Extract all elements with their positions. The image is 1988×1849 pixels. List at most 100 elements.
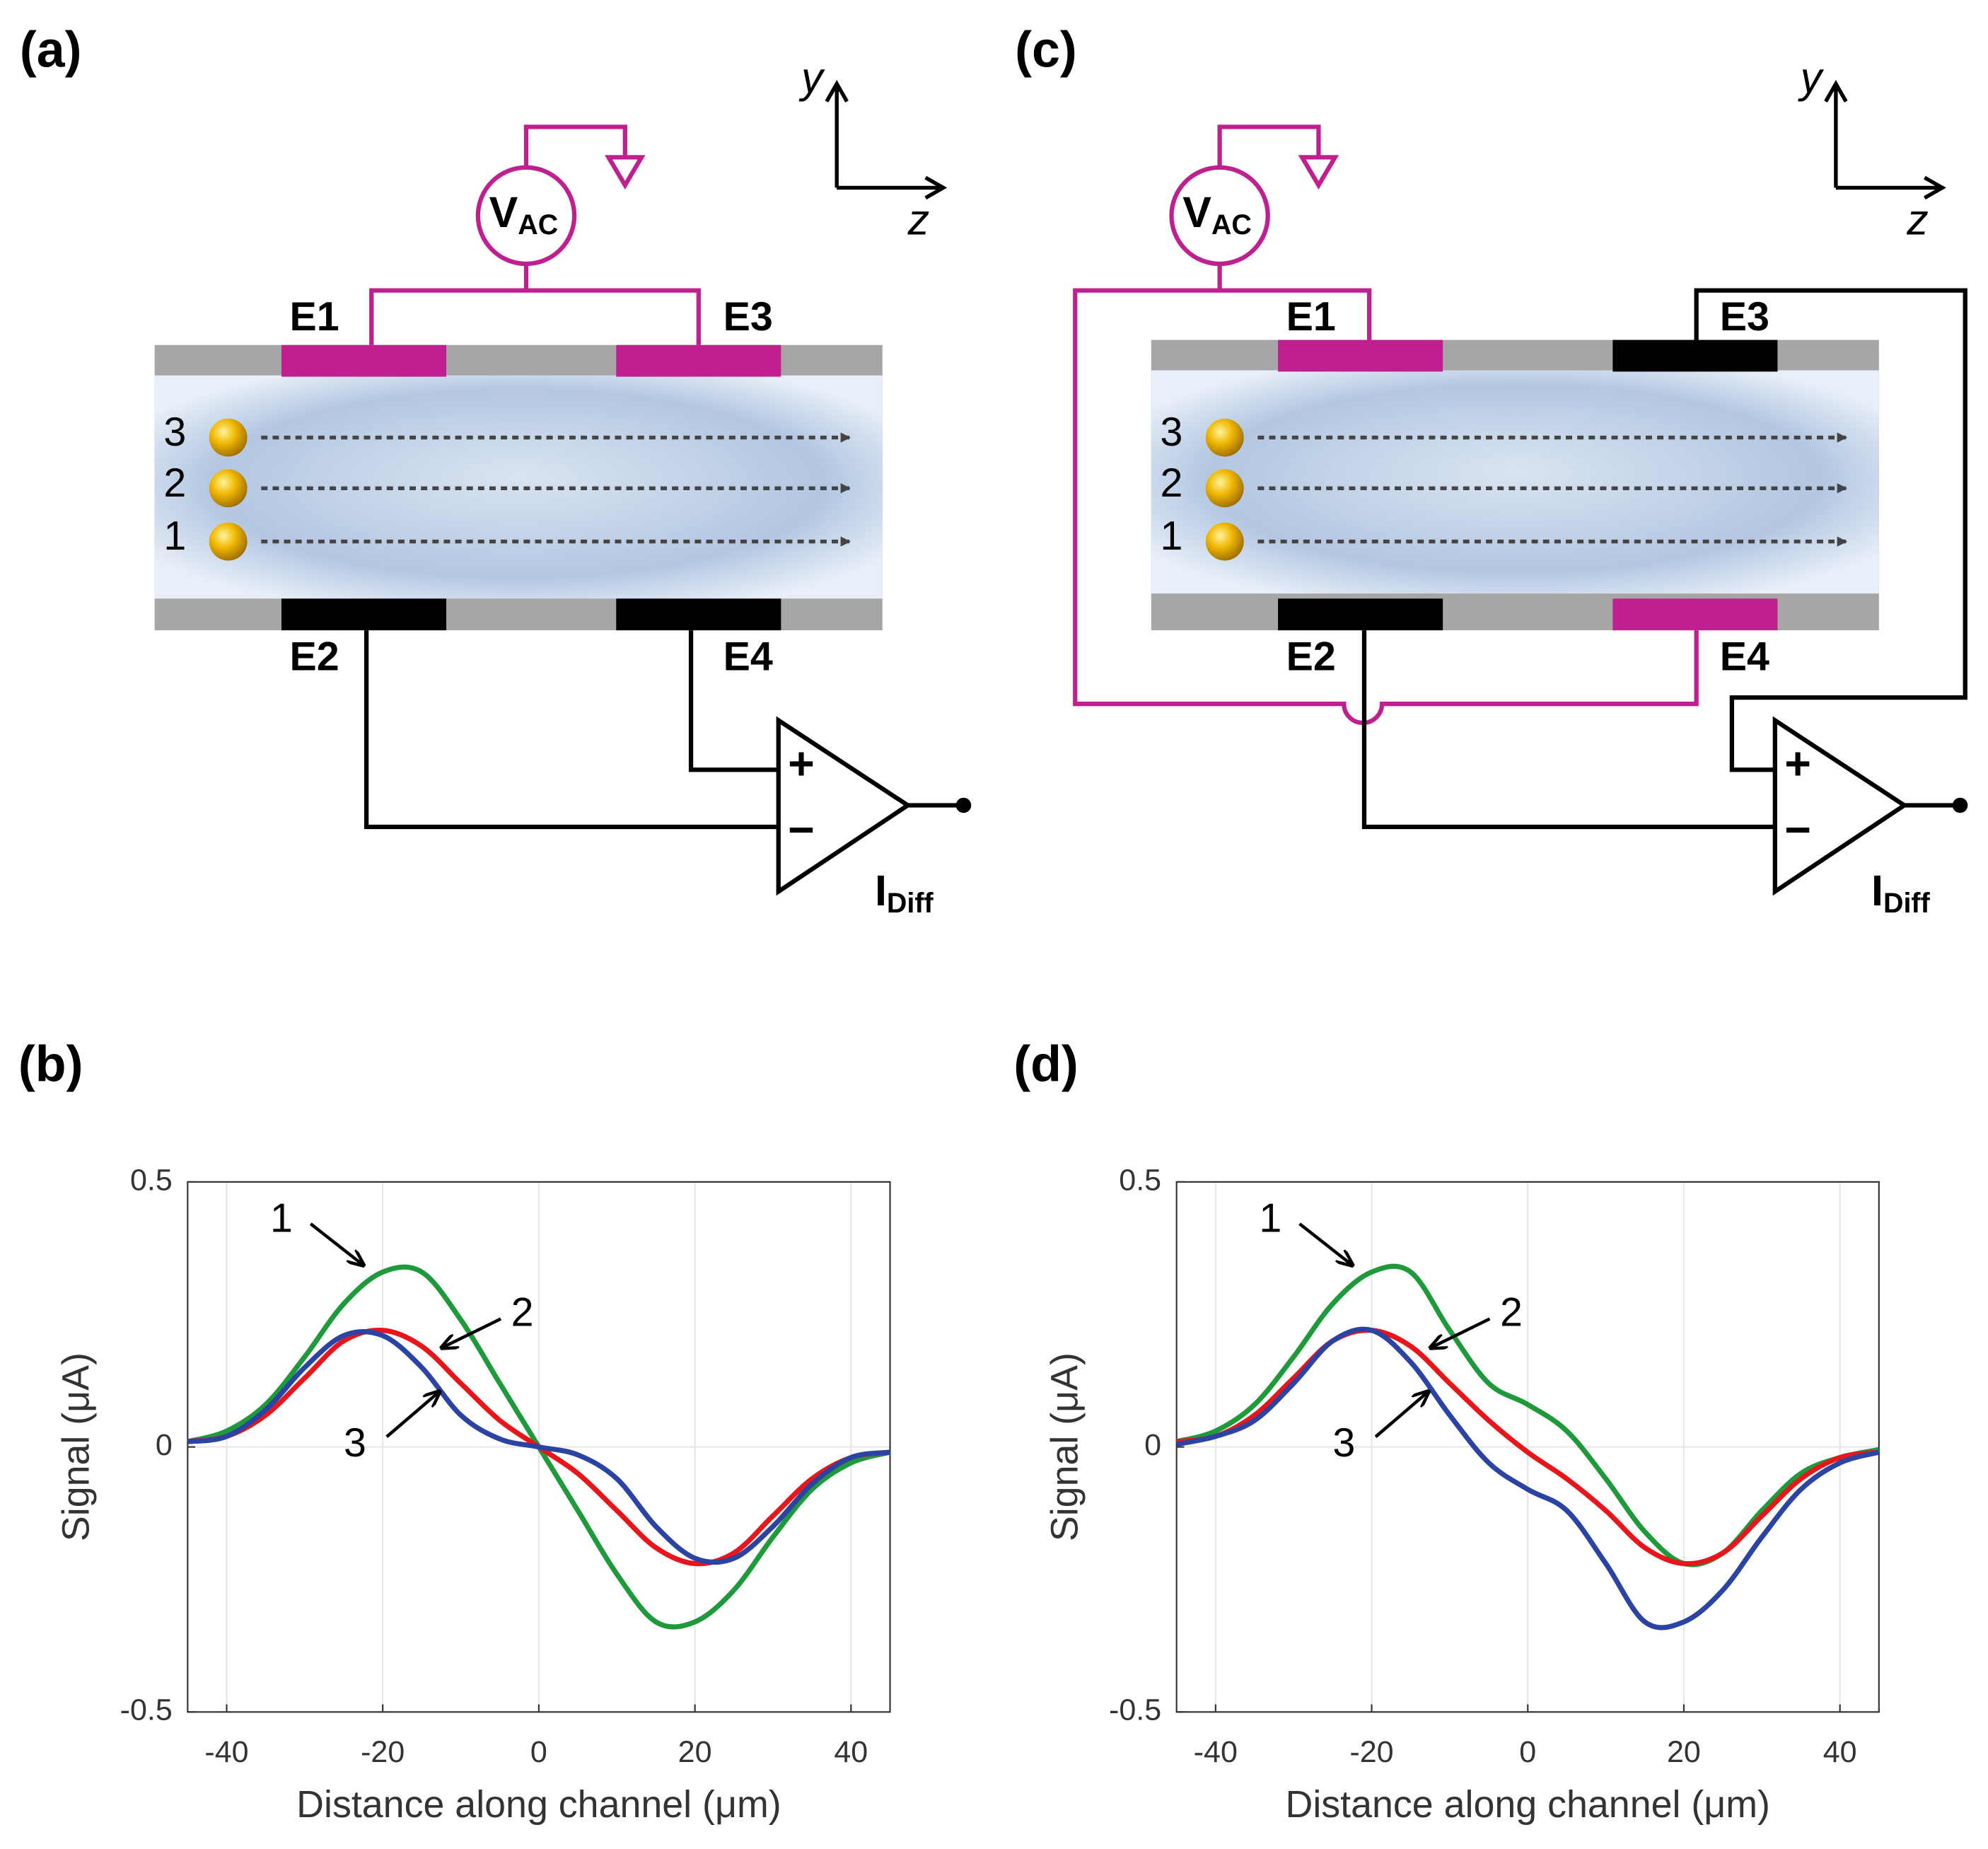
channel <box>1151 370 1879 594</box>
x-tick-label: 20 <box>678 1735 712 1769</box>
x-tick-label: 0 <box>530 1735 547 1769</box>
series-annotation: 1 <box>1259 1196 1281 1241</box>
series-annotation: 3 <box>1332 1420 1355 1466</box>
series-line <box>1175 1263 1880 1567</box>
electrode <box>1278 598 1443 631</box>
amplifier <box>1772 716 1909 896</box>
amp-minus: − <box>1784 804 1811 855</box>
source-main: V <box>489 188 518 236</box>
series-line <box>187 1329 890 1565</box>
wire <box>1694 288 1967 772</box>
axis-z-label: z <box>907 196 929 244</box>
x-tick-label: 0 <box>1519 1735 1536 1769</box>
panel-label: (c) <box>1015 21 1077 78</box>
y-tick-label: -0.5 <box>1109 1693 1161 1727</box>
output-main: I <box>1871 866 1883 915</box>
annotation-arrow <box>309 1222 364 1265</box>
output-node <box>955 797 972 813</box>
particle <box>1205 418 1244 457</box>
particle <box>209 522 248 561</box>
wire <box>1073 263 1699 726</box>
electrode <box>281 598 447 631</box>
x-tick-label: -40 <box>1194 1735 1238 1769</box>
axis-glyph <box>825 80 849 188</box>
x-tick-label: -20 <box>1349 1735 1393 1769</box>
x-axis-label: Distance along channel (μm) <box>296 1783 781 1826</box>
series-annotation: 2 <box>511 1289 534 1335</box>
particle <box>209 418 248 457</box>
electrode-label: E3 <box>1720 294 1769 340</box>
x-axis-label: Distance along channel (μm) <box>1286 1783 1770 1826</box>
source-sub: AC <box>1211 209 1252 240</box>
annotation-arrow <box>385 1391 440 1438</box>
output-label: IDiff <box>875 866 934 919</box>
panel-label: (d) <box>1013 1036 1079 1093</box>
electrode-label: E4 <box>1720 634 1769 679</box>
source-label: VAC <box>1182 188 1252 240</box>
amp-minus: − <box>788 804 815 855</box>
annotation-arrow <box>1298 1222 1353 1265</box>
amplifier <box>776 716 912 896</box>
amp-plus: + <box>1784 738 1811 789</box>
y-tick-label: 0.5 <box>130 1163 173 1197</box>
annotation-arrow <box>1374 1391 1429 1438</box>
plot-frame <box>1175 1181 1880 1713</box>
annotation-arrow <box>1430 1317 1491 1348</box>
particle <box>209 469 248 508</box>
particle-label: 3 <box>1161 410 1183 455</box>
particle-label: 2 <box>163 460 186 506</box>
wire <box>1217 124 1321 168</box>
amp-plus: + <box>788 738 815 789</box>
axis-z-label: z <box>1906 196 1928 244</box>
electrode-label: E2 <box>290 634 339 679</box>
particle <box>1205 522 1244 561</box>
output-main: I <box>875 866 887 915</box>
source-main: V <box>1182 188 1211 236</box>
ground <box>1298 155 1339 190</box>
particle-label: 1 <box>163 514 186 559</box>
wire <box>369 263 701 345</box>
wire <box>364 630 779 830</box>
axis-y-label: y <box>1798 54 1825 102</box>
x-tick-label: -40 <box>204 1735 248 1769</box>
axis-y-label: y <box>798 54 825 102</box>
electrode-label: E3 <box>723 294 773 340</box>
y-tick-label: 0 <box>1144 1428 1161 1462</box>
y-tick-label: 0.5 <box>1119 1163 1161 1197</box>
electrode <box>1278 340 1443 372</box>
panel-label: (b) <box>18 1036 83 1093</box>
axis-glyph <box>1835 175 1946 200</box>
axis-glyph <box>837 175 948 200</box>
source-label: VAC <box>489 188 559 240</box>
series-line <box>1176 1327 1880 1567</box>
output-sub: Diff <box>887 888 934 920</box>
x-tick-label: 20 <box>1667 1735 1701 1769</box>
electrode <box>616 598 781 631</box>
electrode <box>1612 598 1778 631</box>
axis-glyph <box>1824 80 1848 188</box>
x-tick-label: 40 <box>1823 1735 1857 1769</box>
y-tick-label: -0.5 <box>120 1693 173 1727</box>
electrode <box>281 344 447 377</box>
y-tick-label: 0 <box>156 1428 173 1462</box>
output-node <box>1952 797 1968 813</box>
y-axis-label: Signal (μA) <box>1044 1352 1086 1541</box>
panel-label: (a) <box>20 21 82 78</box>
wire <box>1361 630 1775 830</box>
electrode <box>616 344 781 377</box>
series-annotation: 3 <box>344 1420 366 1466</box>
electrode-label: E1 <box>1286 294 1336 340</box>
series-annotation: 1 <box>270 1196 293 1241</box>
x-tick-label: -20 <box>361 1735 405 1769</box>
wire <box>523 124 627 168</box>
electrode-label: E1 <box>290 294 339 340</box>
electrode-label: E4 <box>723 634 773 679</box>
y-axis-label: Signal (μA) <box>54 1352 97 1541</box>
particle-label: 1 <box>1161 514 1183 559</box>
particle-label: 3 <box>163 410 186 455</box>
output-sub: Diff <box>1883 888 1931 920</box>
annotation-arrow <box>441 1317 502 1348</box>
plot-frame <box>187 1181 891 1713</box>
